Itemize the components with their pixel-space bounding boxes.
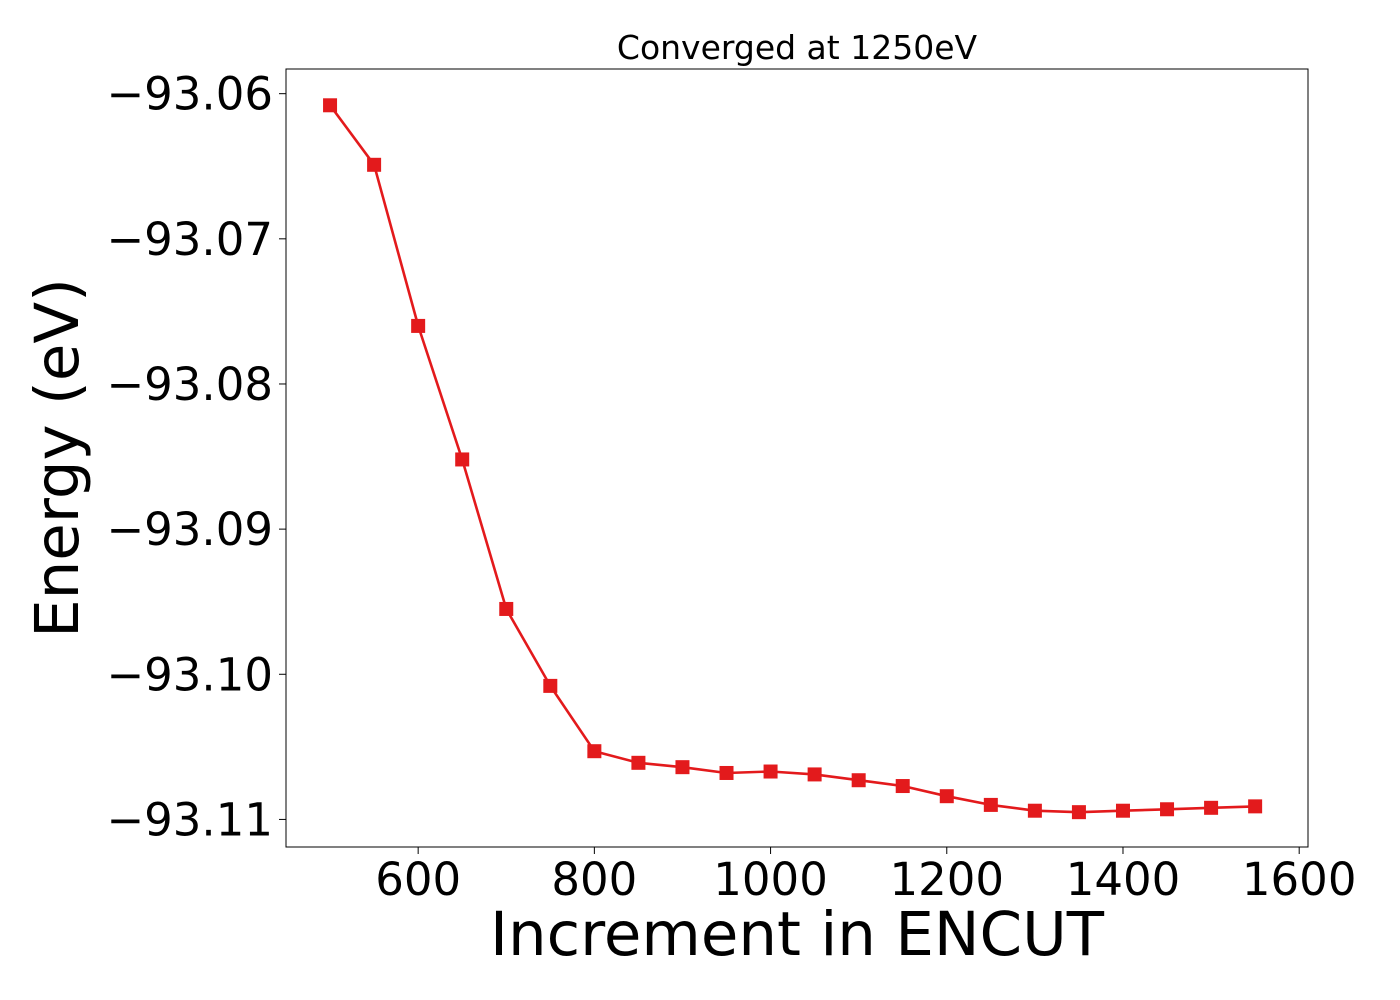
data-point-marker: [895, 779, 910, 794]
data-point-marker: [455, 452, 470, 467]
data-point-marker: [719, 765, 734, 780]
data-point-marker: [1204, 800, 1219, 815]
y-tick-label: −93.08: [106, 358, 273, 411]
data-point-marker: [367, 157, 382, 172]
data-point-marker: [587, 744, 602, 759]
data-point-marker: [543, 678, 558, 693]
data-point-marker: [1115, 803, 1130, 818]
y-tick-label: −93.07: [106, 213, 273, 266]
x-tick-label: 1400: [1066, 853, 1181, 906]
data-point-marker: [499, 601, 514, 616]
chart-title: Converged at 1250eV: [617, 28, 978, 67]
data-point-marker: [411, 318, 426, 333]
x-tick-label: 1200: [890, 853, 1005, 906]
y-tick-label: −93.06: [106, 68, 273, 121]
data-point-marker: [1160, 802, 1175, 817]
data-point-marker: [323, 98, 338, 113]
x-axis: 600 800 1000 1200 1400 1600: [375, 847, 1356, 906]
y-axis-title: Energy (eV): [22, 278, 93, 638]
data-point-marker: [631, 755, 646, 770]
data-point-marker: [807, 767, 822, 782]
data-point-marker: [1248, 799, 1263, 814]
series-line: [329, 104, 1256, 814]
plot-area-frame: [285, 68, 1309, 848]
data-point-marker: [1027, 803, 1042, 818]
y-tick-label: −93.10: [106, 648, 273, 701]
x-tick-label: 800: [551, 853, 637, 906]
x-tick-label: 1600: [1242, 853, 1357, 906]
x-tick-label: 1000: [713, 853, 828, 906]
y-tick-label: −93.09: [106, 503, 273, 556]
data-point-marker: [763, 764, 778, 779]
x-tick-label: 600: [375, 853, 461, 906]
data-point-marker: [675, 760, 690, 775]
x-axis-title: Increment in ENCUT: [490, 899, 1105, 970]
y-axis: −93.06 −93.07 −93.08 −93.09 −93.10 −93.11: [106, 68, 286, 846]
data-point-marker: [851, 773, 866, 788]
data-point-marker: [1071, 805, 1086, 820]
plot-marks: [323, 98, 1263, 820]
data-point-marker: [939, 789, 954, 804]
data-point-marker: [983, 797, 998, 812]
y-tick-label: −93.11: [106, 793, 273, 846]
